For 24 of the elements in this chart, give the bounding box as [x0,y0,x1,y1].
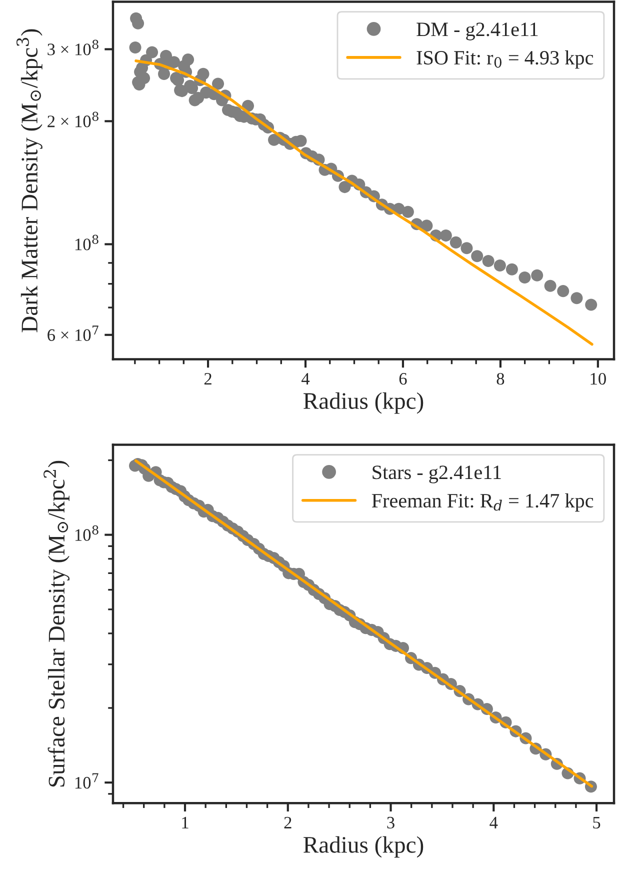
y-tick-label: 2 × 10$^{8}$ [48,112,98,128]
y-axis-title: Dark Matter Density (M$_{⊙}$/kpc$^{3}$) [16,29,42,332]
legend-label: DM - g2.41e11 [416,22,538,40]
x-axis-title: Radius (kpc) [304,392,424,414]
legend-label: Stars - g2.41e11 [372,466,501,484]
x-tick-label: 4 [302,373,310,385]
y-tick-label: 10$^{8}$ [75,525,98,541]
y-tick-label: 10$^{7}$ [75,773,98,789]
x-tick-label: 3 [387,816,394,829]
x-tick-label: 2 [204,373,212,385]
x-tick-label: 4 [490,816,498,828]
legend-label: ISO Fit: r$_{0}$ = 4.93 kpc [416,50,594,69]
x-axis-title: Radius (kpc) [304,836,424,858]
x-tick-label: 10 [590,372,606,385]
y-tick-label: 10$^{8}$ [75,234,98,250]
y-axis-title: Surface Stellar Density (M$_{⊙}$/kpc$^{2}$) [44,460,70,787]
x-tick-label: 2 [284,816,292,828]
x-tick-label: 6 [399,373,407,385]
x-tick-label: 5 [593,816,600,829]
y-tick-label: 6 × 10$^{7}$ [48,326,98,341]
x-tick-label: 8 [496,372,504,385]
legend-label: Freeman Fit: R$_{d}$ = 1.47 kpc [372,493,594,512]
x-tick-label: 1 [182,816,188,828]
y-tick-label: 3 × 10$^{8}$ [48,40,98,56]
